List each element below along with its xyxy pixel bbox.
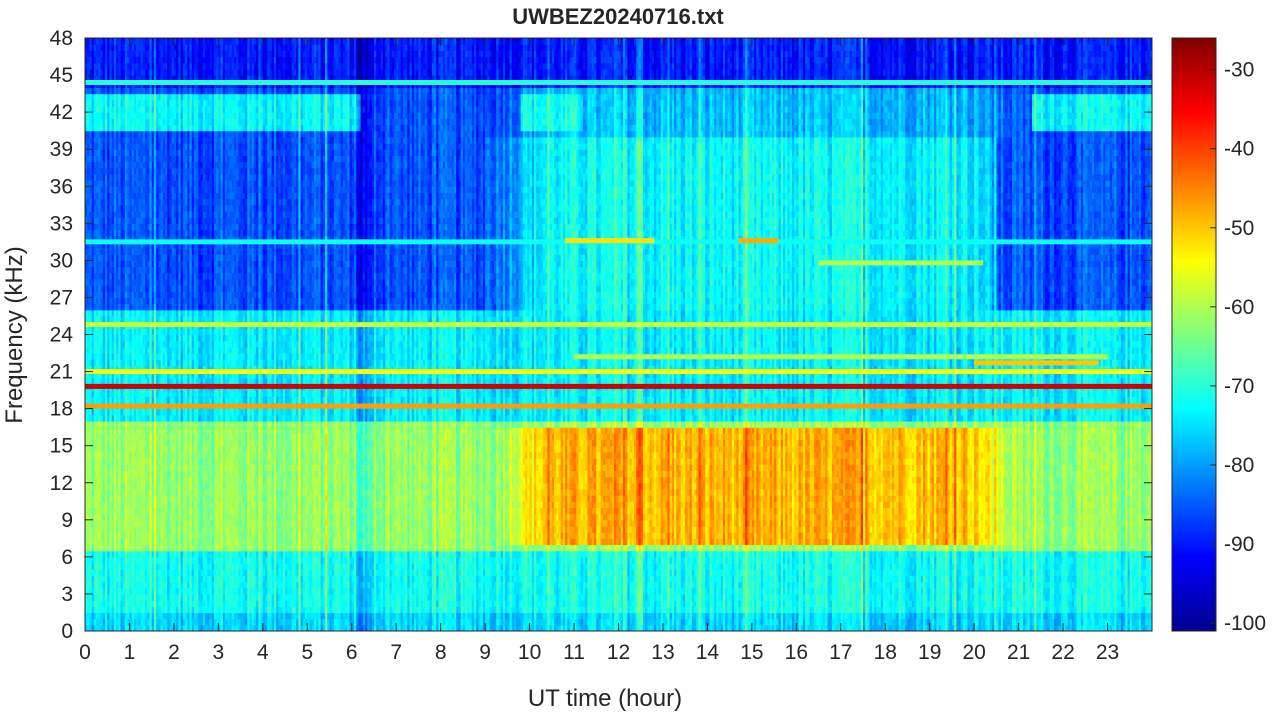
spectrogram-figure: UWBEZ20240716.txt 0 1 2 3 4 5 6 7 8 9 10 11 12 13 14 15… bbox=[0, 0, 1280, 715]
chart-title: UWBEZ20240716.txt bbox=[512, 4, 724, 29]
spectrogram-heatmap bbox=[85, 38, 1153, 632]
spectrogram-svg: UWBEZ20240716.txt 0 1 2 3 4 5 6 7 8 9 10 11 12 13 14 15… bbox=[0, 0, 1280, 715]
